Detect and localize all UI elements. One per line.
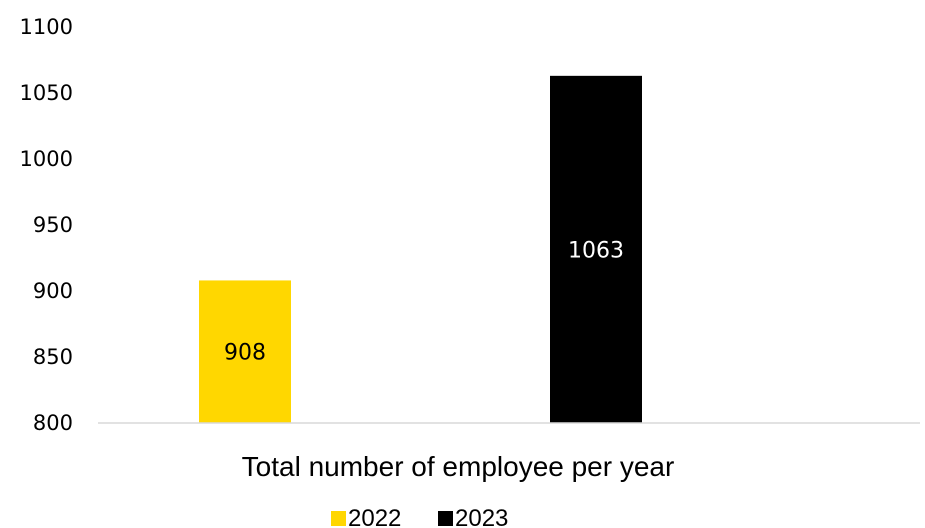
y-tick-label: 1000 [20, 147, 73, 171]
legend: 2022 2023 [331, 505, 508, 528]
legend-swatch-2023 [438, 511, 453, 526]
y-tick-label: 950 [33, 213, 73, 237]
legend-swatch-2022 [331, 511, 346, 526]
data-label-2022: 908 [224, 341, 266, 366]
bar-2023 [550, 75, 642, 423]
legend-label-2023: 2023 [455, 505, 508, 528]
y-tick-label: 800 [33, 411, 73, 435]
legend-label-2022: 2022 [348, 505, 401, 528]
y-axis-ticks: 800 850 900 950 1000 1050 1100 [20, 15, 73, 435]
bar-2022 [199, 280, 291, 423]
y-tick-label: 1100 [20, 15, 73, 39]
y-tick-label: 900 [33, 279, 73, 303]
data-label-2023: 1063 [568, 238, 624, 263]
y-tick-label: 1050 [20, 81, 73, 105]
x-axis-label: Total number of employee per year [242, 451, 675, 482]
y-tick-label: 850 [33, 345, 73, 369]
bars: 908 1063 [199, 75, 642, 423]
